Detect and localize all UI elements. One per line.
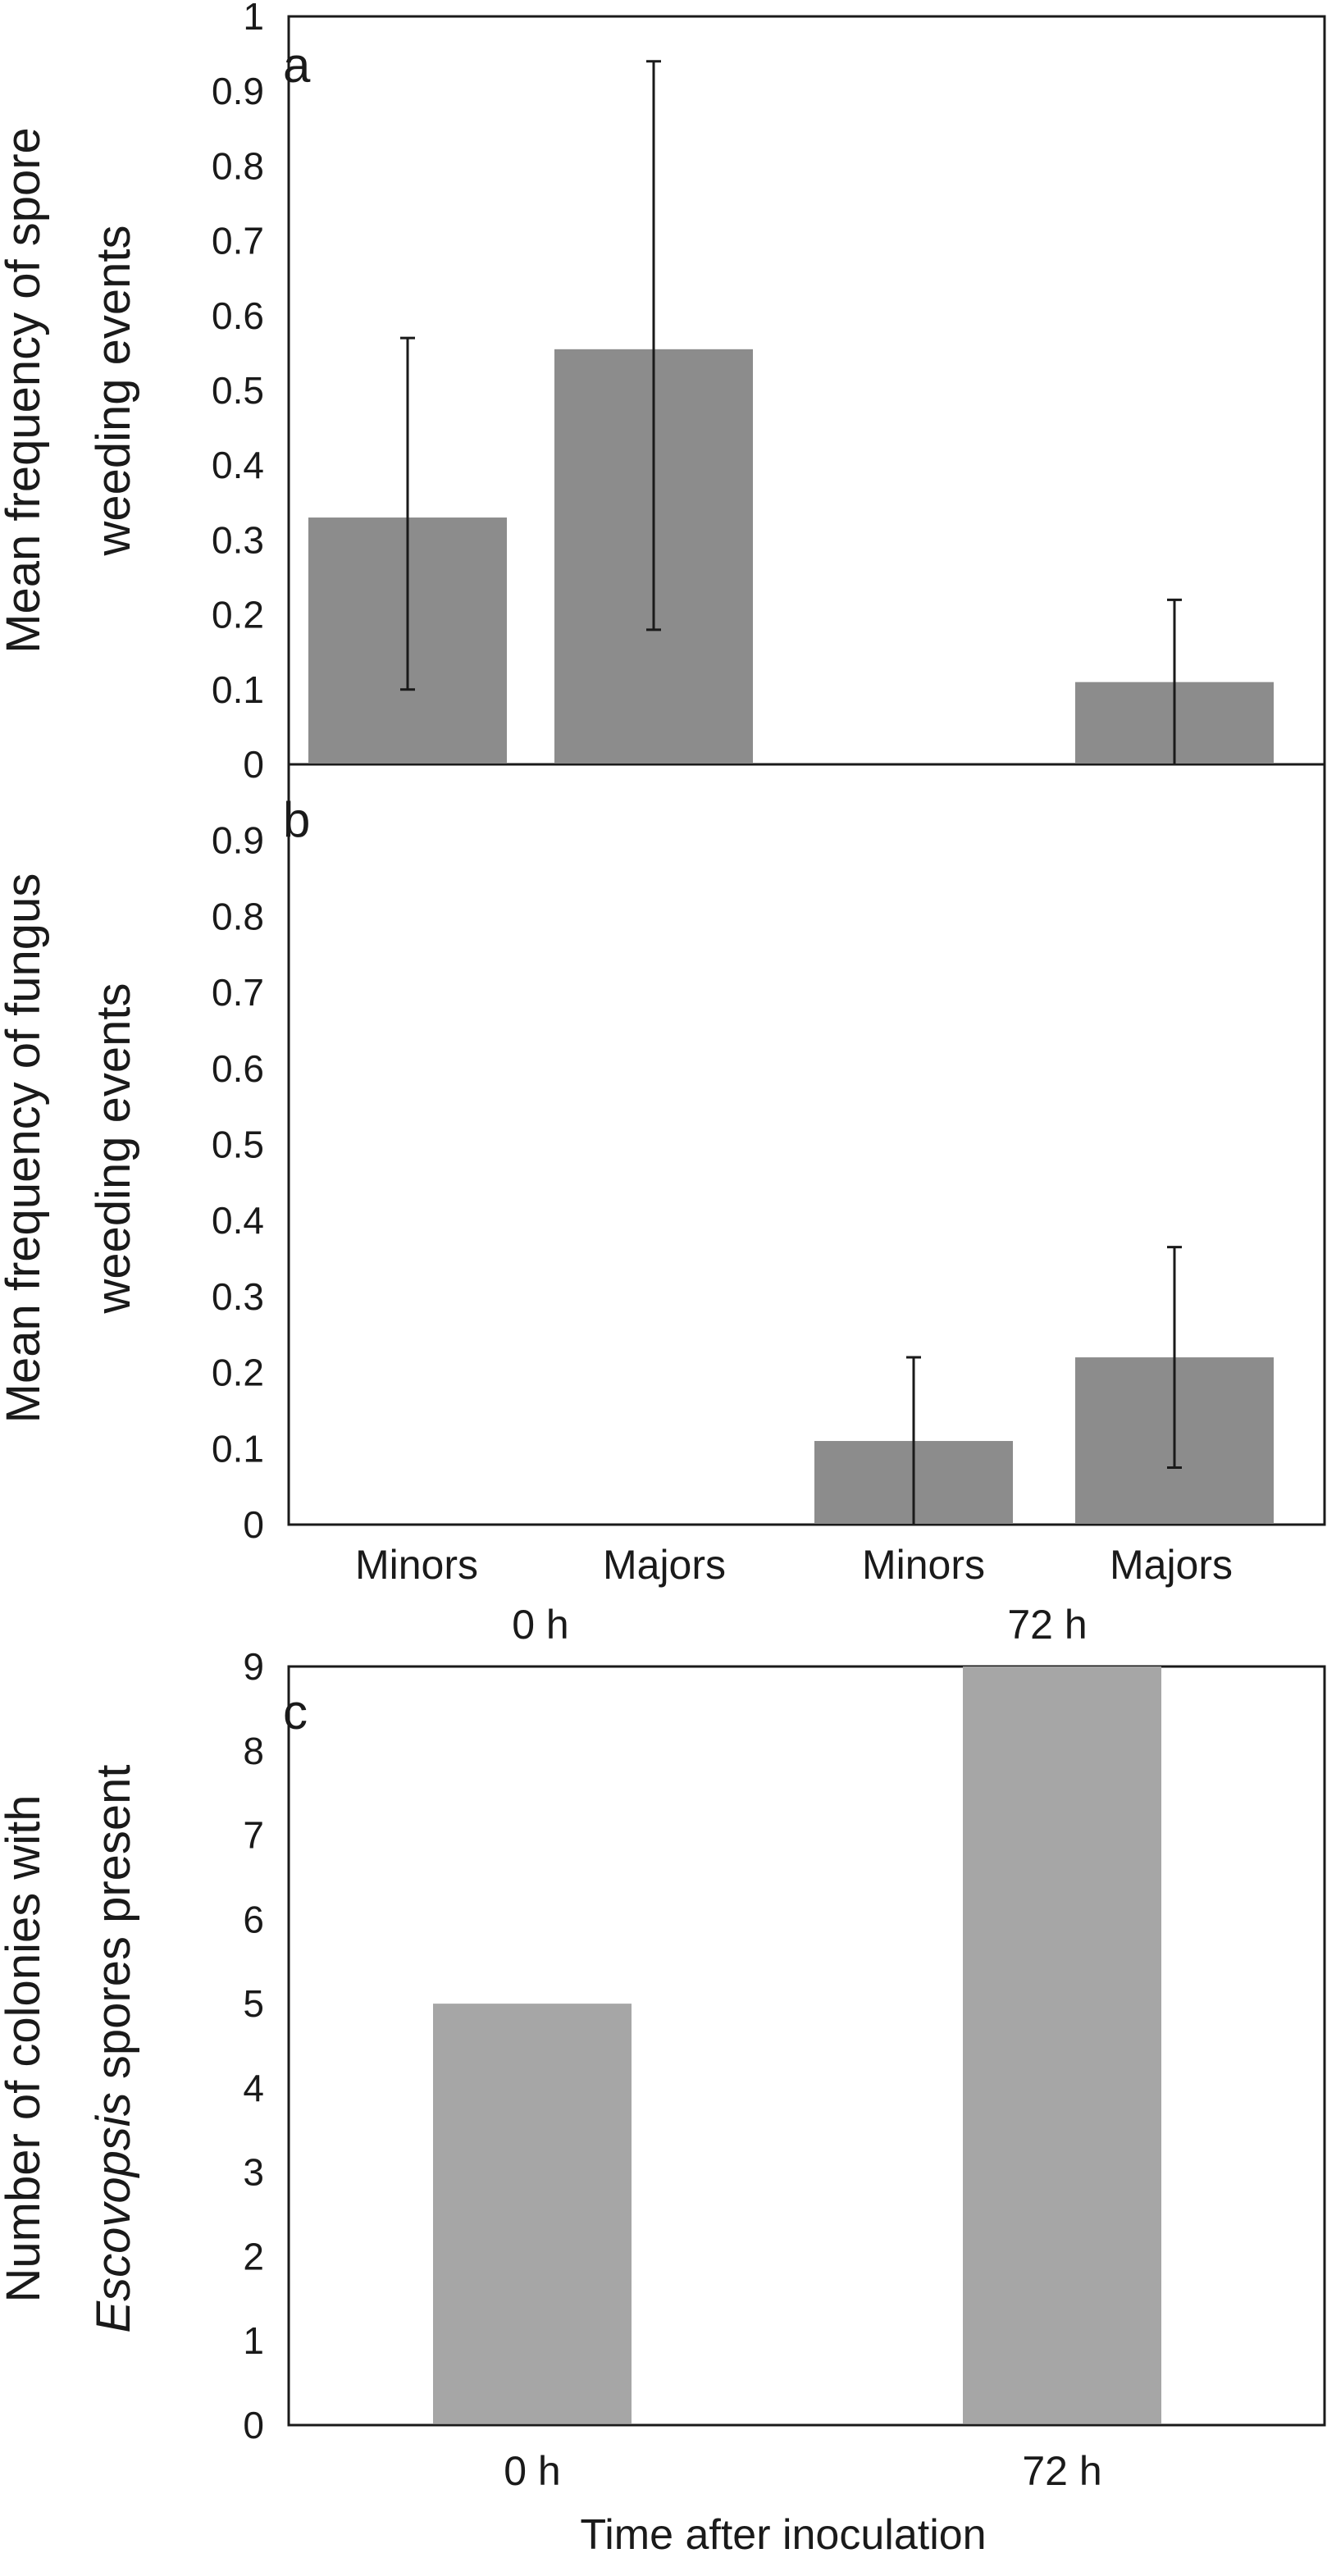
panel-b-ylabel-line1: Mean frequency of fungus (0, 873, 50, 1424)
panel-b-xtick-majors-0h: Majors (603, 1542, 726, 1588)
panel-c-label: c (283, 1685, 308, 1739)
panel-a-ytick-label: 0.5 (212, 369, 264, 412)
panel-c-bars (433, 1666, 1161, 2423)
panel-a-ytick-label: 0.6 (212, 294, 264, 337)
panel-c-ytick-label: 6 (243, 1898, 264, 1940)
panel-b-label: b (283, 792, 310, 847)
panel-c-ylabel-rest: spores present (87, 1764, 140, 2092)
panel-a-ylabel-line1: Mean frequency of spore (0, 127, 50, 654)
panel-a-errorbar (646, 60, 661, 631)
panel-b: b 0 0.1 0.2 0.3 0.4 0.5 0.6 0.7 0.8 0.9 Mean freq… (0, 763, 1326, 1648)
panel-c-xtick-72h: 72 h (1022, 2448, 1101, 2494)
panel-b-xtick-minors-72h: Minors (862, 1542, 985, 1588)
panel-c-xlabel: Time after inoculation (580, 2511, 986, 2559)
panel-a: a 0 0.1 0.2 0.3 0.4 0.5 0.6 0.7 0.8 0.9 1 Mean fre… (0, 0, 1326, 786)
panel-b-ytick-label: 0.5 (212, 1124, 264, 1166)
panel-c-bar (963, 1666, 1161, 2423)
panel-c-ytick-label: 1 (243, 2319, 264, 2362)
panel-b-ytick-label: 0.7 (212, 971, 264, 1014)
panel-b-ytick-label: 0 (243, 1503, 264, 1546)
panel-b-yaxis-ticks: 0 0.1 0.2 0.3 0.4 0.5 0.6 0.7 0.8 0.9 (212, 819, 264, 1546)
panel-b-group-0h: 0 h (512, 1602, 569, 1648)
panel-c-ytick-label: 4 (243, 2067, 264, 2109)
panel-a-errorbars (400, 60, 1182, 766)
panel-a-errorbar (400, 336, 415, 691)
panel-c-ytick-label: 3 (243, 2151, 264, 2194)
panel-a-ytick-label: 0.2 (212, 594, 264, 636)
panel-a-bars (308, 349, 1274, 763)
panel-a-yaxis-ticks: 0 0.1 0.2 0.3 0.4 0.5 0.6 0.7 0.8 0.9 1 (212, 0, 264, 786)
panel-b-xtick-majors-72h: Majors (1110, 1542, 1233, 1588)
panel-b-bars (814, 1357, 1274, 1523)
panel-a-ytick-label: 0.1 (212, 668, 264, 711)
panel-a-label: a (283, 38, 311, 93)
panel-b-errorbar (1167, 1246, 1182, 1469)
panel-c-ylabel-italic: Escovopsis (87, 2092, 140, 2332)
panel-b-ytick-label: 0.2 (212, 1352, 264, 1394)
panel-a-ytick-label: 1 (243, 0, 264, 38)
panel-c-frame (287, 1665, 1326, 2427)
panel-a-ylabel-line2: weeding events (87, 225, 140, 556)
panel-b-group-72h: 72 h (1007, 1602, 1087, 1648)
panel-b-ytick-label: 0.1 (212, 1427, 264, 1470)
panel-b-errorbar (906, 1356, 921, 1526)
panel-c-bar (433, 2004, 632, 2423)
panel-c-ytick-label: 0 (243, 2404, 264, 2446)
panel-b-ytick-label: 0.4 (212, 1199, 264, 1242)
panel-b-ytick-label: 0.6 (212, 1047, 264, 1090)
panel-a-ytick-label: 0.9 (212, 70, 264, 112)
panel-b-ytick-label: 0.3 (212, 1275, 264, 1318)
panel-a-ytick-label: 0.3 (212, 518, 264, 561)
panel-a-ytick-label: 0.4 (212, 444, 264, 486)
panel-c-ylabel-line1: Number of colonies with (0, 1795, 50, 2303)
panel-c-xtick-0h: 0 h (504, 2448, 561, 2494)
panel-b-xtick-minors-0h: Minors (355, 1542, 478, 1588)
panel-c-ylabel-line2: Escovopsis spores present (87, 1764, 140, 2332)
panel-c: c 0 1 2 3 4 5 6 7 8 9 Number of colonies with Esc… (0, 1645, 1326, 2559)
panel-a-ytick-label: 0.8 (212, 144, 264, 187)
panel-c-ytick-label: 8 (243, 1730, 264, 1772)
panel-b-errorbars (906, 1246, 1182, 1526)
panel-c-yaxis-ticks: 0 1 2 3 4 5 6 7 8 9 (243, 1645, 264, 2446)
panel-a-ytick-label: 0.7 (212, 220, 264, 262)
panel-b-ytick-label: 0.9 (212, 819, 264, 862)
panel-b-frame (287, 763, 1326, 1526)
panel-c-ytick-label: 2 (243, 2235, 264, 2277)
panel-b-ylabel-line2: weeding events (87, 983, 140, 1314)
panel-c-ytick-label: 9 (243, 1645, 264, 1688)
panel-c-ytick-label: 7 (243, 1814, 264, 1857)
panel-a-ytick-label: 0 (243, 743, 264, 786)
panel-b-ytick-label: 0.8 (212, 895, 264, 937)
panel-c-ytick-label: 5 (243, 1982, 264, 2025)
